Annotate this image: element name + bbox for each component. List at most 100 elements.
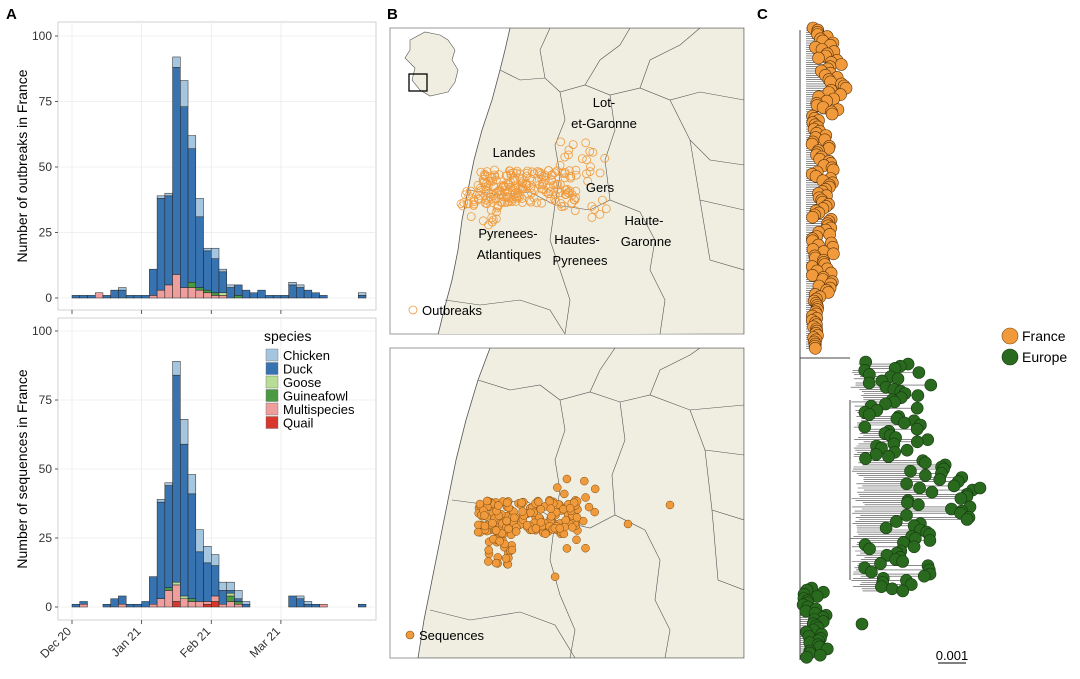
bar-chicken-w19 <box>211 554 220 566</box>
outbreak-point <box>555 179 565 189</box>
outbreak-point <box>555 160 565 170</box>
tip-europe <box>925 485 939 499</box>
bar-duck-w38 <box>358 603 367 608</box>
bar-duck-w28 <box>280 295 289 299</box>
outbreaks-legend-label: Outbreaks <box>422 303 482 318</box>
sequences-legend-label: Sequences <box>419 628 485 643</box>
sequence-point <box>572 513 582 522</box>
bar-multispecies-w12 <box>156 598 166 608</box>
bar-duck-w30 <box>296 598 305 608</box>
outbreak-point <box>486 194 496 204</box>
bar-duck-w13 <box>164 485 173 588</box>
outbreak-point <box>466 212 476 222</box>
bar-quail-w19 <box>211 601 220 608</box>
bar-chicken-w22 <box>234 590 243 599</box>
inset-highlight-box <box>408 73 428 92</box>
outbreak-point <box>588 147 598 157</box>
y-tick-label: 75 <box>39 95 53 109</box>
sequence-point <box>565 503 575 513</box>
outbreak-point <box>586 162 595 172</box>
tip-europe <box>912 498 925 512</box>
panel-label-a: A <box>6 6 17 23</box>
outbreak-point <box>595 209 605 219</box>
bar-duck-w16 <box>187 493 197 599</box>
bar-chicken-w18 <box>203 546 212 564</box>
bar-chicken-w23 <box>241 601 251 605</box>
tip-europe <box>879 397 892 411</box>
outbreak-point <box>587 212 597 222</box>
sequence-point <box>562 474 572 484</box>
sequence-point <box>580 476 589 486</box>
bar-chicken-w15 <box>180 419 189 445</box>
outbreak-point <box>515 169 525 179</box>
tip-europe <box>913 481 926 495</box>
bar-chicken-w17 <box>195 529 204 553</box>
tip-europe <box>879 521 893 535</box>
bar-multispecies-w14 <box>172 274 181 299</box>
bar-duck-w7 <box>118 289 127 299</box>
bar-duck-w25 <box>257 289 266 299</box>
outbreak-point <box>490 170 500 180</box>
bar-duck-w19 <box>211 258 220 294</box>
outbreak-point <box>601 204 611 214</box>
sequence-point <box>567 523 577 532</box>
legend-label-multispecies: Multispecies <box>283 402 355 417</box>
outbreak-point <box>487 213 497 223</box>
tip-europe <box>896 555 910 568</box>
outbreak-point <box>561 190 570 200</box>
bar-duck-w22 <box>234 284 243 296</box>
sequence-point <box>517 498 526 507</box>
legend-swatch-multispecies <box>265 402 279 416</box>
sequence-point <box>584 502 594 512</box>
tip-europe <box>954 492 968 505</box>
bar-multispecies-w11 <box>149 295 158 299</box>
legend-label-goose: Goose <box>283 375 321 390</box>
sequence-point <box>590 484 600 494</box>
sequence-point <box>581 493 590 502</box>
outbreak-point <box>585 167 595 177</box>
outbreak-point <box>514 187 523 197</box>
bar-duck-w6 <box>110 598 119 608</box>
outbreak-point <box>484 188 493 198</box>
tip-europe <box>919 456 932 470</box>
bar-duck-w6 <box>110 289 119 299</box>
tip-europe <box>800 650 813 664</box>
bar-duck-w10 <box>141 295 150 299</box>
outbreak-point <box>505 166 515 176</box>
sequence-point <box>578 516 588 526</box>
sequence-point <box>473 527 483 537</box>
bar-chicken-w18 <box>203 247 212 252</box>
outbreak-point <box>474 190 484 200</box>
tip-europe <box>923 534 937 547</box>
bar-duck-w14 <box>172 374 181 583</box>
region-labels: Lot- et-Garonne Landes Gers Haute- Garon… <box>477 95 671 268</box>
sequences-map: Sequences <box>389 347 745 659</box>
bar-chicken-w13 <box>164 192 173 197</box>
outbreak-point <box>517 178 527 188</box>
tip-europe <box>862 376 876 390</box>
bar-chicken-w17 <box>195 198 204 218</box>
tip-europe <box>813 648 827 662</box>
sequence-point <box>504 524 513 533</box>
label-landes: Landes <box>493 145 536 160</box>
outbreak-point <box>485 171 495 181</box>
france-inset <box>404 31 459 97</box>
bar-duck-w14 <box>172 67 181 275</box>
sequences-map-land <box>417 348 744 658</box>
outbreak-point <box>537 198 547 208</box>
y-tick-label: 50 <box>39 462 53 476</box>
bar-multispecies-w16 <box>187 601 197 608</box>
bar-multispecies-w7 <box>118 603 127 608</box>
outbreak-point <box>582 155 591 165</box>
bar-duck-w29 <box>288 284 297 299</box>
bar-multispecies-w20 <box>218 603 227 608</box>
sequence-point <box>484 545 493 555</box>
outbreak-point <box>600 153 610 163</box>
y-tick-label: 100 <box>32 29 52 43</box>
tip-europe <box>917 569 931 583</box>
bar-duck-w17 <box>195 551 204 602</box>
tip-europe <box>859 452 872 465</box>
outbreak-point <box>475 183 485 193</box>
sequence-point <box>623 519 633 529</box>
tip-europe <box>896 584 910 598</box>
